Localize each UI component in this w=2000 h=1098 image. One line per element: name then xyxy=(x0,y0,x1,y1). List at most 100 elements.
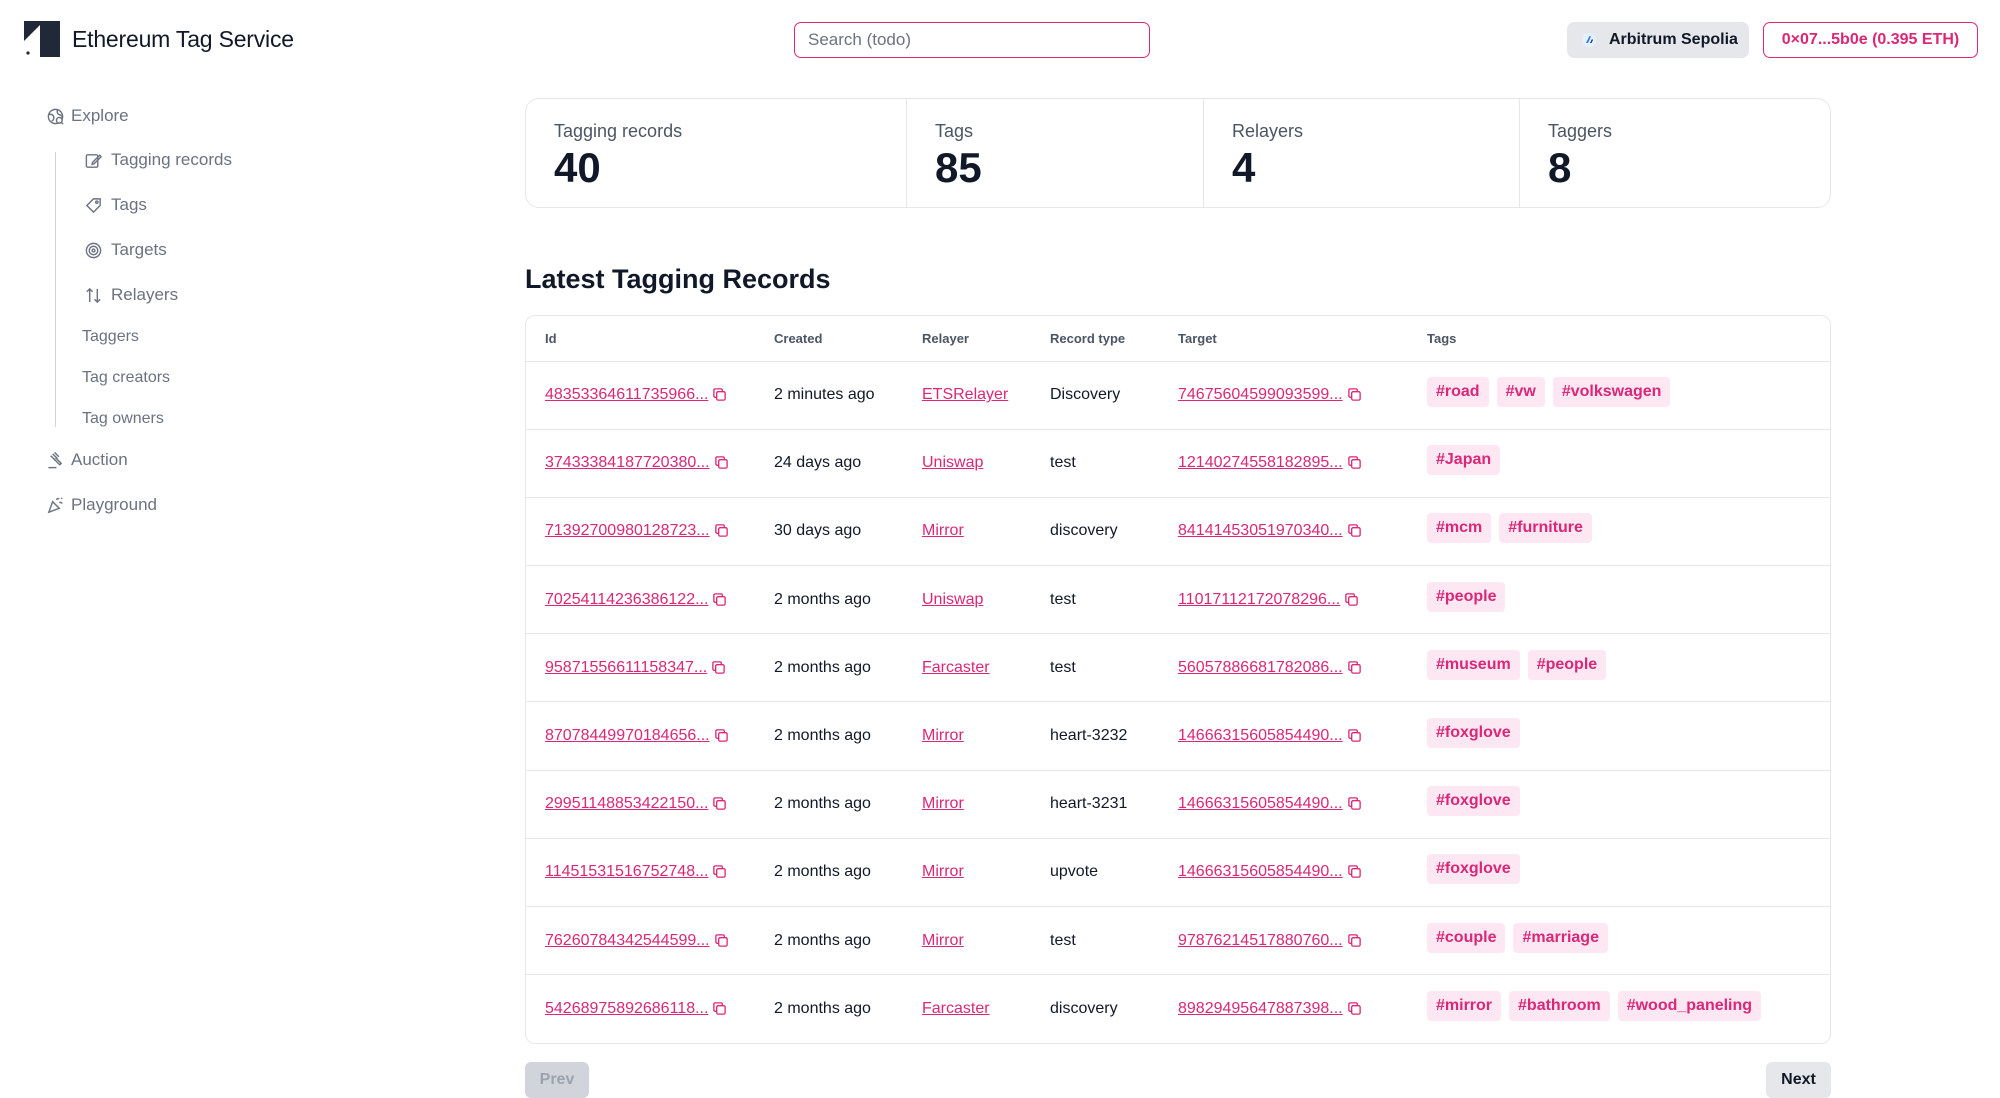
cell-relayer: Uniswap xyxy=(922,429,1050,498)
tag-chip[interactable]: #furniture xyxy=(1499,513,1592,544)
sidebar-item-tag-creators[interactable]: Tag creators xyxy=(82,369,171,386)
tag-chip[interactable]: #foxglove xyxy=(1427,854,1520,885)
copy-icon[interactable] xyxy=(1347,387,1362,402)
table-row: 11451531516752748... 2 months ago Mirror up… xyxy=(526,838,1830,908)
cell-target: 14666315605854490... xyxy=(1178,701,1427,771)
record-id-link[interactable]: 29951148853422150... xyxy=(545,795,709,813)
copy-icon[interactable] xyxy=(1347,728,1362,743)
target-link[interactable]: 56057886681782086... xyxy=(1178,658,1343,676)
stat-value: 4 xyxy=(1232,144,1256,191)
relayer-link[interactable]: Farcaster xyxy=(922,658,990,676)
copy-icon[interactable] xyxy=(712,1001,727,1016)
tag-chip[interactable]: #foxglove xyxy=(1427,786,1520,817)
target-link[interactable]: 74675604599093599... xyxy=(1178,386,1343,404)
tag-chip[interactable]: #vw xyxy=(1496,377,1545,408)
relayer-link[interactable]: Farcaster xyxy=(922,1000,990,1018)
tag-chip[interactable]: #foxglove xyxy=(1427,718,1520,749)
search-input[interactable] xyxy=(794,22,1150,58)
tag-chip[interactable]: #bathroom xyxy=(1509,991,1610,1022)
tag-chip[interactable]: #volkswagen xyxy=(1552,377,1671,408)
wallet-button[interactable]: 0×07...5b0e (0.395 ETH) xyxy=(1763,22,1978,58)
target-link[interactable]: 12140274558182895... xyxy=(1178,454,1343,472)
copy-icon[interactable] xyxy=(1347,455,1362,470)
record-id-link[interactable]: 48353364611735966... xyxy=(545,386,709,404)
relayer-link[interactable]: Mirror xyxy=(922,795,964,813)
tag-chip[interactable]: #road xyxy=(1427,377,1489,408)
cell-created: 2 months ago xyxy=(774,701,922,771)
target-link[interactable]: 14666315605854490... xyxy=(1178,795,1343,813)
cell-target: 74675604599093599... xyxy=(1178,361,1427,430)
relayer-link[interactable]: Mirror xyxy=(922,522,964,540)
gavel-icon xyxy=(48,451,63,468)
relayer-link[interactable]: Mirror xyxy=(922,931,964,949)
target-link[interactable]: 11017112172078296... xyxy=(1178,590,1341,608)
record-id-link[interactable]: 87078449970184656... xyxy=(545,727,710,745)
tag-chip[interactable]: #wood_paneling xyxy=(1617,991,1762,1022)
sidebar-item-relayers[interactable]: Relayers xyxy=(84,285,178,305)
tag-chip[interactable]: #people xyxy=(1527,649,1607,680)
record-id-link[interactable]: 54268975892686118... xyxy=(545,1000,709,1018)
copy-icon[interactable] xyxy=(1347,660,1362,675)
cell-relayer: Mirror xyxy=(922,838,1050,908)
sidebar-item-tagging-records[interactable]: Tagging records xyxy=(84,150,232,170)
tag-chip[interactable]: #mirror xyxy=(1427,991,1502,1022)
copy-icon[interactable] xyxy=(1347,933,1362,948)
record-id-link[interactable]: 71392700980128723... xyxy=(545,522,710,540)
cell-target: 89829495647887398... xyxy=(1178,975,1427,1043)
target-link[interactable]: 14666315605854490... xyxy=(1178,863,1343,881)
tag-chip[interactable]: #Japan xyxy=(1427,445,1501,476)
copy-icon[interactable] xyxy=(712,796,727,811)
copy-icon[interactable] xyxy=(712,387,727,402)
tag-chip[interactable]: #mcm xyxy=(1427,513,1492,544)
relayer-link[interactable]: Uniswap xyxy=(922,590,984,608)
relayer-link[interactable]: Uniswap xyxy=(922,454,984,472)
sidebar-item-targets[interactable]: Targets xyxy=(84,240,167,260)
copy-icon[interactable] xyxy=(714,933,729,948)
stat-tagging-records: Tagging records 40 xyxy=(526,99,907,207)
target-link[interactable]: 97876214517880760... xyxy=(1178,931,1343,949)
copy-icon[interactable] xyxy=(1347,796,1362,811)
table-row: 95871556611158347... 2 months ago Farcaste… xyxy=(526,633,1830,703)
target-link[interactable]: 84141453051970340... xyxy=(1178,522,1343,540)
sidebar-item-playground[interactable]: Playground xyxy=(46,495,157,515)
target-link[interactable]: 89829495647887398... xyxy=(1178,1000,1343,1018)
copy-icon[interactable] xyxy=(714,455,729,470)
record-id-link[interactable]: 76260784342544599... xyxy=(545,931,710,949)
sidebar-item-auction[interactable]: Auction xyxy=(46,450,128,470)
record-id-link[interactable]: 95871556611158347... xyxy=(545,658,708,676)
tag-chip[interactable]: #people xyxy=(1427,581,1506,612)
copy-icon[interactable] xyxy=(1347,523,1362,538)
tag-chip[interactable]: #museum xyxy=(1427,649,1520,680)
sidebar-item-tags[interactable]: Tags xyxy=(84,195,147,215)
target-link[interactable]: 14666315605854490... xyxy=(1178,727,1343,745)
cell-id: 29951148853422150... xyxy=(526,770,774,839)
relayer-link[interactable]: Mirror xyxy=(922,727,964,745)
copy-icon[interactable] xyxy=(1347,1001,1362,1016)
copy-icon[interactable] xyxy=(714,728,729,743)
column-header-relayer: Relayer xyxy=(922,316,1050,362)
copy-icon[interactable] xyxy=(1347,864,1362,879)
record-id-link[interactable]: 11451531516752748... xyxy=(545,863,709,881)
relayer-link[interactable]: ETSRelayer xyxy=(922,386,1009,404)
copy-icon[interactable] xyxy=(712,592,727,607)
logo[interactable]: Ethereum Tag Service xyxy=(24,21,294,57)
next-page-button[interactable]: Next xyxy=(1766,1062,1831,1098)
copy-icon[interactable] xyxy=(711,660,726,675)
tag-chip[interactable]: #couple xyxy=(1427,922,1506,953)
cell-created: 2 months ago xyxy=(774,565,922,635)
cell-target: 12140274558182895... xyxy=(1178,429,1427,498)
copy-icon[interactable] xyxy=(712,864,727,879)
network-switch-button[interactable]: Arbitrum Sepolia xyxy=(1567,22,1749,58)
copy-icon[interactable] xyxy=(714,523,729,538)
relayer-link[interactable]: Mirror xyxy=(922,863,964,881)
sidebar-item-taggers[interactable]: Taggers xyxy=(82,328,139,345)
record-id-link[interactable]: 37433384187720380... xyxy=(545,454,710,472)
cell-target: 97876214517880760... xyxy=(1178,906,1427,976)
cell-record-type: test xyxy=(1050,906,1178,976)
prev-page-button[interactable]: Prev xyxy=(525,1062,589,1098)
tag-chip[interactable]: #marriage xyxy=(1513,922,1608,953)
sidebar-item-explore[interactable]: Explore xyxy=(46,106,129,126)
record-id-link[interactable]: 70254114236386122... xyxy=(545,590,709,608)
copy-icon[interactable] xyxy=(1344,592,1359,607)
sidebar-item-tag-owners[interactable]: Tag owners xyxy=(82,410,164,427)
